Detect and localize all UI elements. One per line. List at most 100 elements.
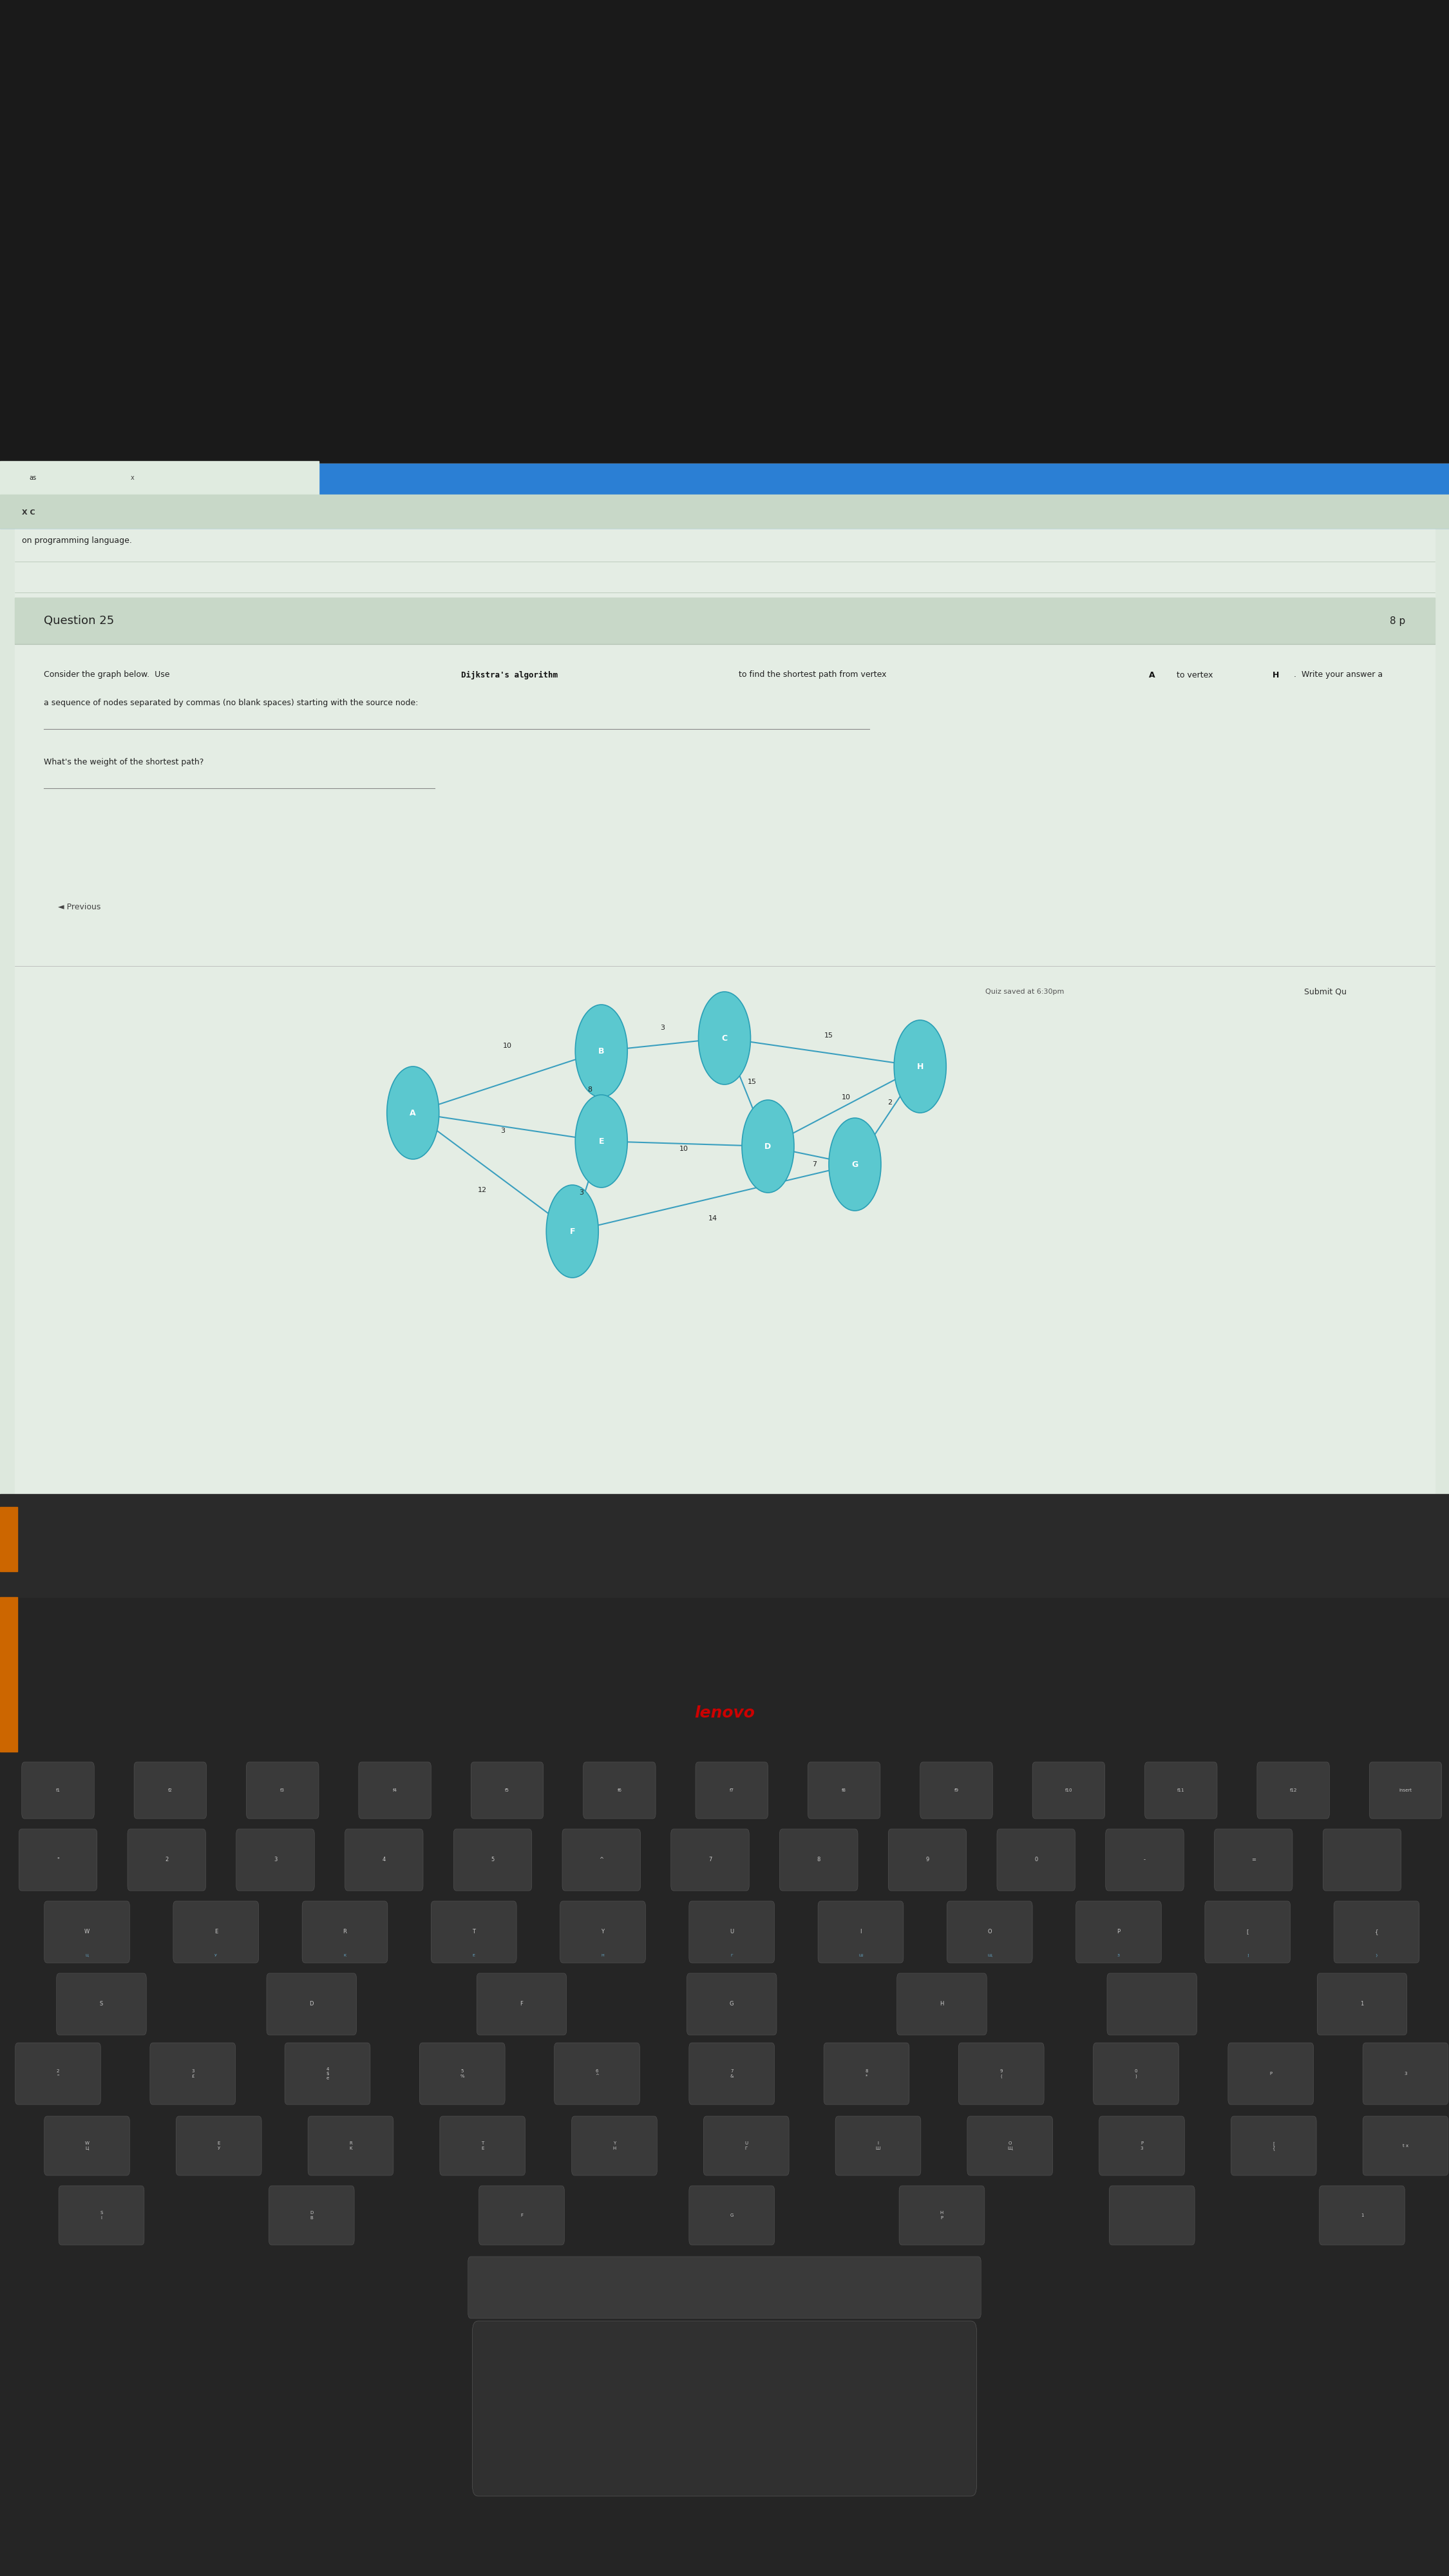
FancyBboxPatch shape (1258, 1762, 1330, 1819)
Text: 2: 2 (887, 1100, 893, 1105)
FancyBboxPatch shape (133, 1762, 207, 1819)
FancyBboxPatch shape (454, 1829, 532, 1891)
FancyBboxPatch shape (671, 1829, 749, 1891)
Text: H: H (917, 1061, 923, 1072)
FancyBboxPatch shape (472, 2321, 977, 2496)
FancyBboxPatch shape (303, 1901, 387, 1963)
Bar (14, 515, 1435, 1494)
Text: 5: 5 (491, 1857, 494, 1862)
Text: lenovo: lenovo (694, 1705, 755, 1721)
Text: as: as (29, 474, 36, 482)
Text: 0
): 0 ) (1135, 2069, 1137, 2079)
Text: f7: f7 (729, 1788, 735, 1793)
FancyBboxPatch shape (1100, 2117, 1185, 2174)
Text: 9
(: 9 ( (1000, 2069, 1003, 2079)
FancyBboxPatch shape (554, 2043, 639, 2105)
Text: .  Write your answer a: . Write your answer a (1294, 670, 1382, 680)
FancyBboxPatch shape (57, 1973, 146, 2035)
Text: E: E (472, 1953, 475, 1958)
Circle shape (387, 1066, 439, 1159)
Text: t x: t x (1403, 2143, 1408, 2148)
FancyBboxPatch shape (177, 2117, 262, 2174)
Text: What's the weight of the shortest path?: What's the weight of the shortest path? (43, 757, 203, 768)
Text: 2
": 2 " (57, 2069, 59, 2079)
Circle shape (698, 992, 751, 1084)
Text: 7: 7 (709, 1857, 711, 1862)
Text: F: F (520, 2002, 523, 2007)
FancyBboxPatch shape (471, 1762, 543, 1819)
FancyBboxPatch shape (897, 1973, 987, 2035)
FancyBboxPatch shape (1323, 1829, 1401, 1891)
Text: Y: Y (601, 1929, 604, 1935)
Text: Y
H: Y H (613, 2141, 616, 2151)
Circle shape (829, 1118, 881, 1211)
Text: B: B (598, 1046, 604, 1056)
FancyBboxPatch shape (440, 2117, 526, 2174)
FancyBboxPatch shape (246, 1762, 319, 1819)
Text: H: H (1272, 670, 1279, 680)
FancyBboxPatch shape (948, 1901, 1033, 1963)
Text: Г: Г (730, 1953, 733, 1958)
Text: Quiz saved at 6:30pm: Quiz saved at 6:30pm (985, 989, 1064, 994)
Text: 3: 3 (274, 1857, 277, 1862)
Text: -: - (1143, 1857, 1146, 1862)
Text: 0: 0 (1035, 1857, 1037, 1862)
Circle shape (546, 1185, 598, 1278)
Bar (0, 1494, 1449, 1597)
Text: x: x (130, 474, 135, 482)
Circle shape (742, 1100, 794, 1193)
Text: F: F (569, 1226, 575, 1236)
FancyBboxPatch shape (1110, 2184, 1194, 2244)
Bar (0, 464, 1449, 528)
Bar (0, 1507, 17, 1571)
Text: f5: f5 (504, 1788, 510, 1793)
Text: 8
*: 8 * (865, 2069, 868, 2079)
Text: f1: f1 (55, 1788, 61, 1793)
Text: H: H (601, 1953, 604, 1958)
Text: a sequence of nodes separated by commas (no blank spaces) starting with the sour: a sequence of nodes separated by commas … (43, 698, 417, 708)
Text: on programming language.: on programming language. (22, 536, 132, 546)
Text: C: C (722, 1033, 727, 1043)
Text: Consider the graph below.  Use: Consider the graph below. Use (43, 670, 172, 680)
Text: ◄ Previous: ◄ Previous (58, 902, 101, 912)
Text: W
Ц: W Ц (84, 2141, 90, 2151)
FancyBboxPatch shape (45, 2117, 130, 2174)
FancyBboxPatch shape (997, 1829, 1075, 1891)
Text: 9: 9 (926, 1857, 929, 1862)
FancyBboxPatch shape (284, 2043, 371, 2105)
FancyBboxPatch shape (478, 2184, 564, 2244)
FancyBboxPatch shape (1229, 2043, 1314, 2105)
Text: F: F (520, 2213, 523, 2218)
Text: 14: 14 (709, 1216, 717, 1221)
Text: 3: 3 (1404, 2071, 1407, 2076)
FancyBboxPatch shape (1206, 1901, 1291, 1963)
FancyBboxPatch shape (1075, 1901, 1162, 1963)
Text: 3: 3 (1117, 1953, 1120, 1958)
Text: 8: 8 (587, 1087, 593, 1092)
Text: 6
^: 6 ^ (596, 2069, 598, 2079)
FancyBboxPatch shape (420, 2043, 506, 2105)
Text: Submit Qu: Submit Qu (1304, 987, 1346, 997)
Circle shape (575, 1005, 627, 1097)
Text: 1: 1 (1361, 2002, 1364, 2007)
Text: A: A (410, 1108, 416, 1118)
FancyBboxPatch shape (559, 1901, 645, 1963)
FancyBboxPatch shape (888, 1829, 966, 1891)
FancyBboxPatch shape (1362, 2043, 1449, 2105)
Text: 4: 4 (383, 1857, 385, 1862)
FancyBboxPatch shape (432, 1901, 517, 1963)
Text: U: U (730, 1929, 733, 1935)
Text: A: A (1149, 670, 1155, 680)
Text: 10: 10 (680, 1146, 688, 1151)
Text: P: P (1117, 1929, 1120, 1935)
Text: S: S (100, 2002, 103, 2007)
Text: f3: f3 (280, 1788, 285, 1793)
Bar (0, 464, 1449, 1520)
Text: [
{: [ { (1272, 2141, 1275, 2151)
FancyBboxPatch shape (582, 1762, 655, 1819)
FancyBboxPatch shape (468, 2257, 981, 2318)
FancyBboxPatch shape (1232, 2117, 1317, 2174)
FancyBboxPatch shape (1335, 1901, 1420, 1963)
Text: O: O (988, 1929, 991, 1935)
Text: E: E (598, 1136, 604, 1146)
